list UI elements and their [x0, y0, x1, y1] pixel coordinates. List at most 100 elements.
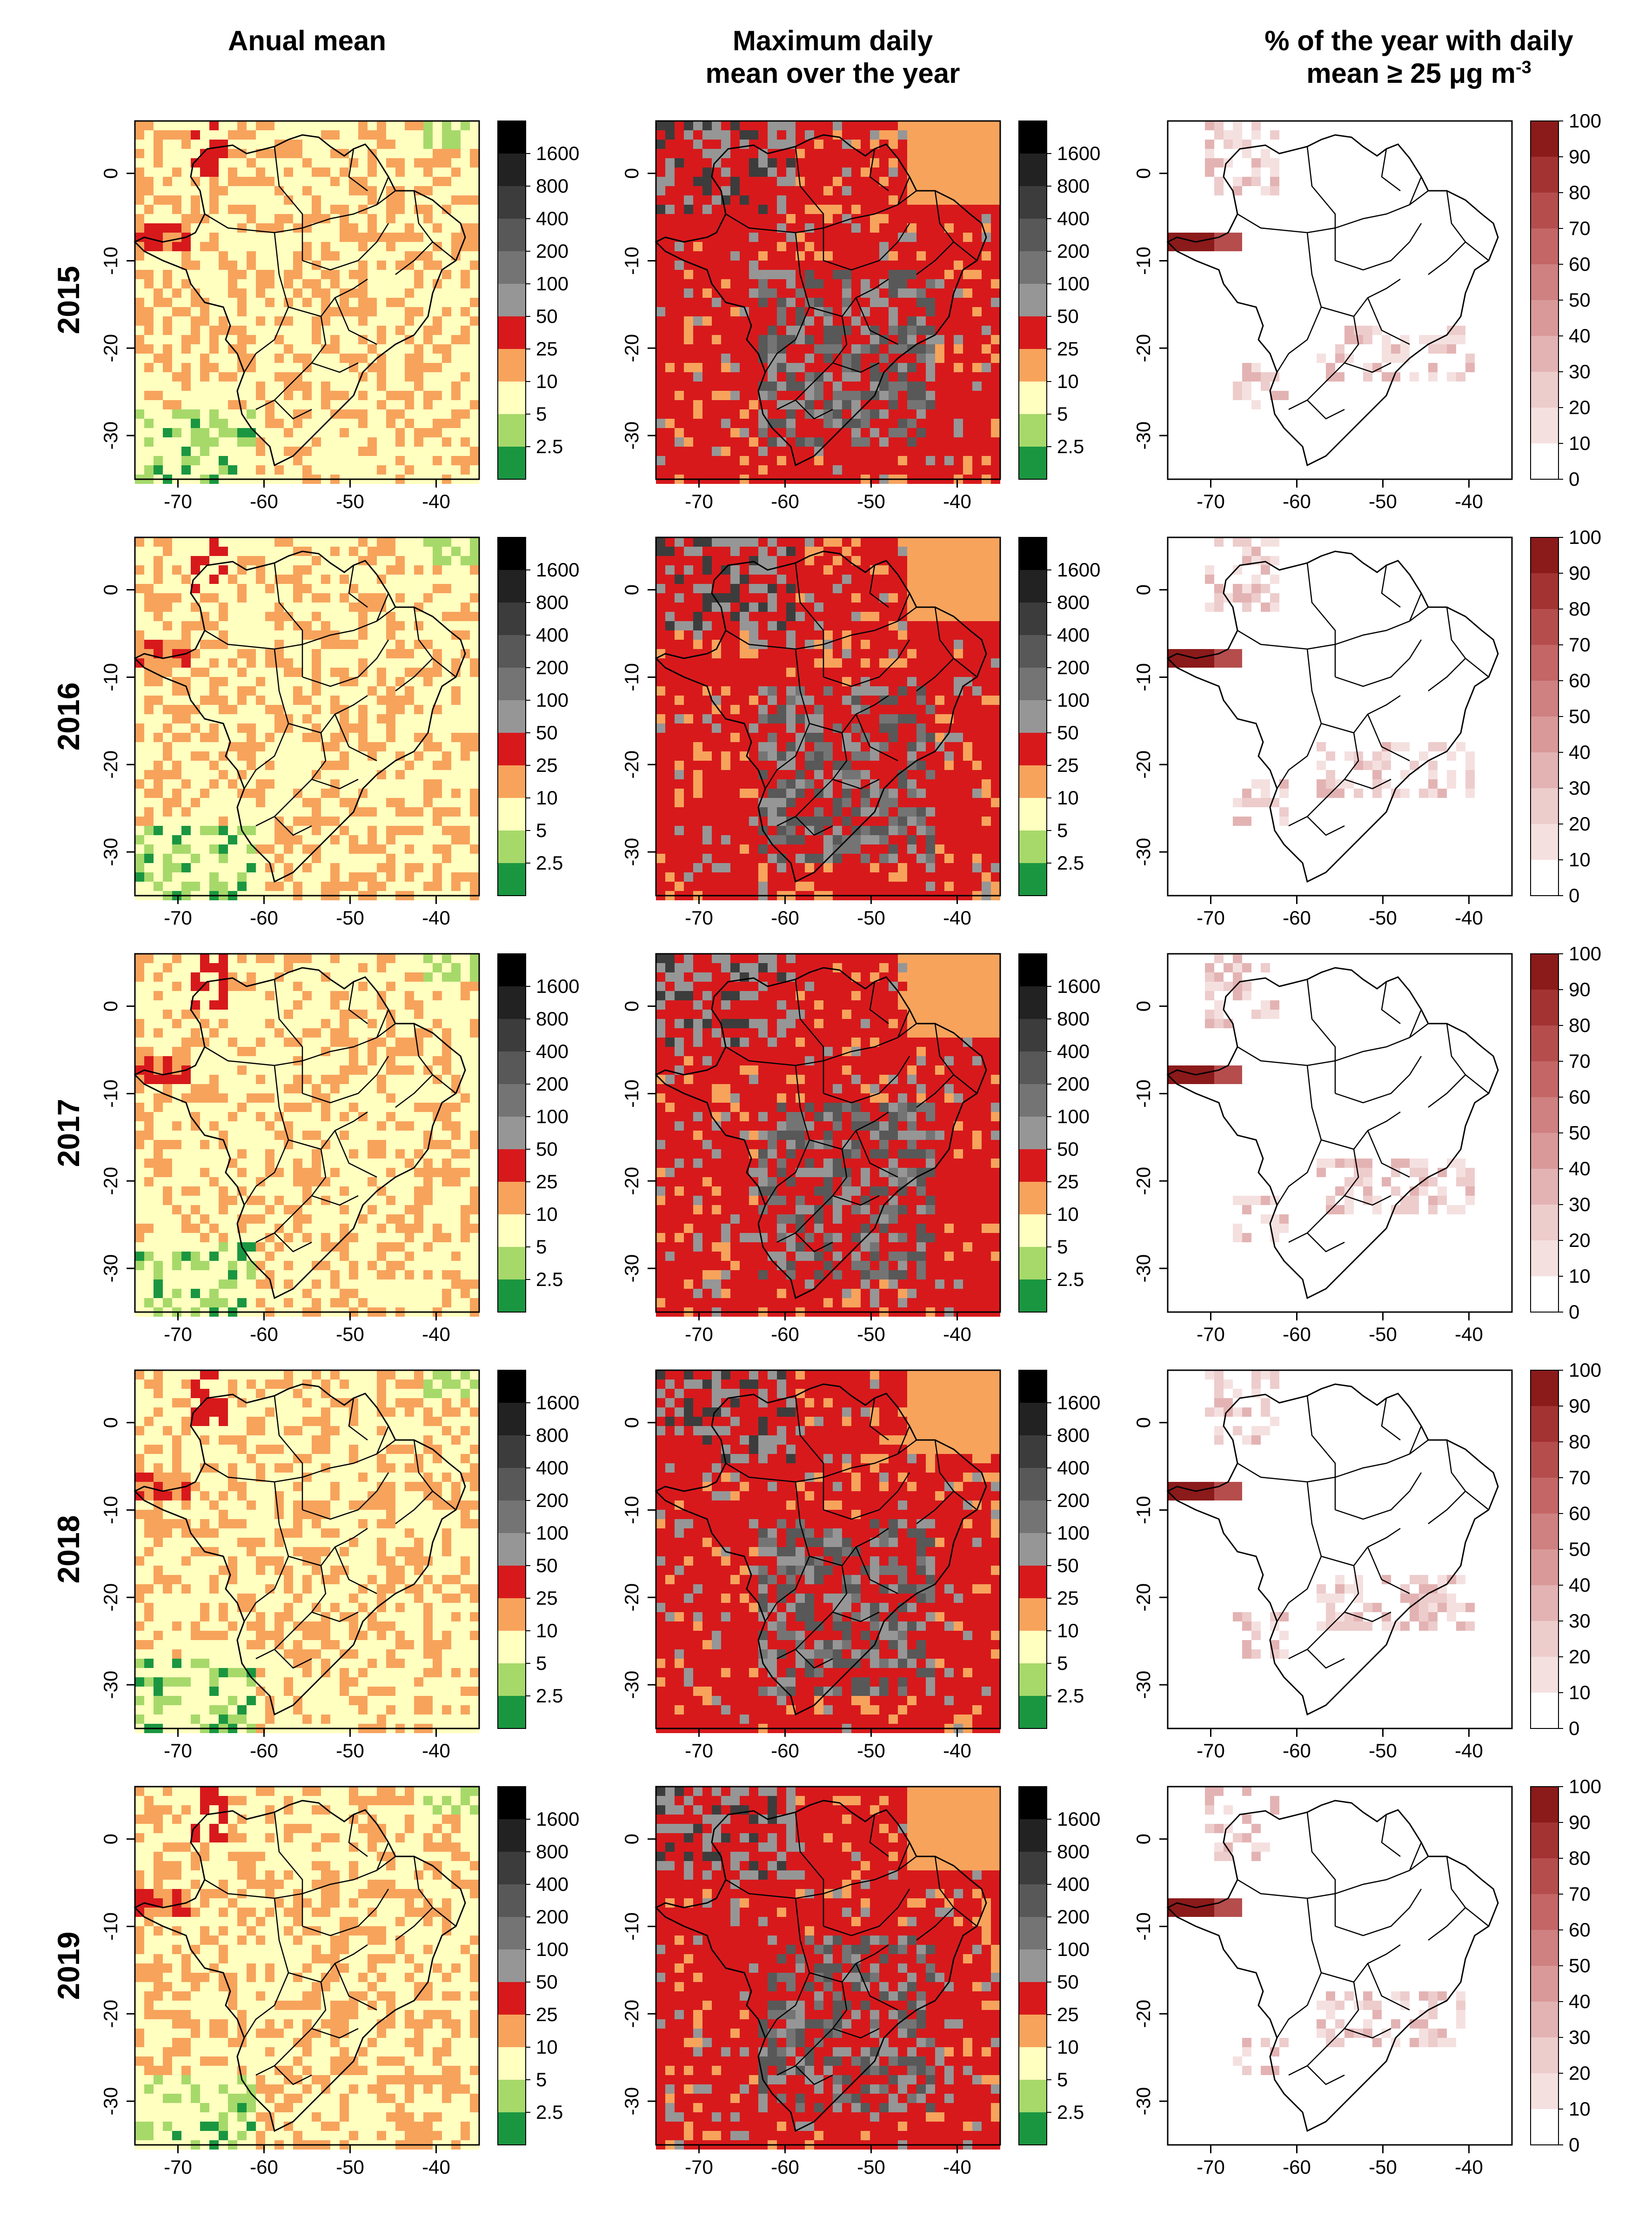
- legend-label: 50: [1569, 1955, 1591, 1976]
- legend-label: 2.5: [536, 1685, 563, 1707]
- legend-label: 90: [1569, 562, 1591, 584]
- legend-swatch: [498, 1598, 526, 1631]
- y-tick-label: -10: [100, 247, 121, 275]
- legend-swatch: [498, 219, 526, 252]
- map-panel-2017-col1: -70 -60 -50 -40 0 -10 -20 -30 1600 800 400 200 100 50…: [100, 953, 579, 1345]
- legend-swatch: [1019, 635, 1047, 668]
- legend-label: 60: [1569, 1919, 1591, 1941]
- legend-label: 800: [536, 1424, 569, 1446]
- legend-swatch: [1531, 1930, 1558, 1966]
- legend-swatch: [1019, 954, 1047, 987]
- legend-label: 70: [1569, 634, 1591, 656]
- legend-swatch: [1019, 1500, 1047, 1534]
- legend-swatch: [1531, 228, 1558, 265]
- legend-frame: [1018, 953, 1047, 1313]
- legend-label: 100: [1057, 689, 1090, 711]
- plot-frame: [655, 120, 1001, 480]
- legend-label: 2.5: [536, 435, 563, 457]
- legend-label: 10: [1569, 849, 1591, 871]
- legend-swatch: [1531, 1442, 1558, 1478]
- map-panel-2019-col2: -70 -60 -50 -40 0 -10 -20 -30 1600 800 400 200 100 50…: [621, 1786, 1100, 2178]
- legend-label: 70: [1569, 1883, 1591, 1905]
- row-2015: 2015-70 -60 -50 -400-10-20-3016008004002001…: [51, 110, 1601, 512]
- legend-label: 200: [536, 240, 569, 262]
- legend-label: 25: [536, 754, 558, 776]
- legend-label: 800: [1057, 1424, 1090, 1446]
- y-tick-label: -30: [621, 838, 642, 866]
- legend-label: 100: [536, 1938, 569, 1960]
- y-tick-label: -10: [100, 1079, 121, 1108]
- legend-label: 50: [536, 1138, 558, 1160]
- legend-swatch: [498, 1982, 526, 2015]
- legend-swatch: [498, 1819, 526, 1852]
- legend-swatch: [498, 1247, 526, 1280]
- legend-swatch: [498, 414, 526, 447]
- legend-label: 40: [1569, 1990, 1591, 2012]
- map-panel-2018-col2: -70 -60 -50 -40 0 -10 -20 -30 1600 800 400 200 100 50…: [621, 1369, 1100, 1762]
- legend-swatch: [1531, 1787, 1558, 1823]
- legend-swatch: [1531, 336, 1558, 372]
- y-tick-label: -20: [1132, 1167, 1154, 1195]
- legend-label: 5: [1057, 819, 1068, 841]
- legend-label: 90: [1569, 1811, 1591, 1833]
- map-panel-2016-col3: -70 -60 -50 -400-10-20-30100908070605040302…: [1132, 526, 1601, 929]
- x-tick-label: -70: [1197, 1323, 1225, 1345]
- map-field: [135, 537, 479, 900]
- legend-swatch: [1019, 121, 1047, 154]
- legend-swatch: [498, 1279, 526, 1313]
- legend-swatch: [1019, 2112, 1047, 2145]
- legend-label: 10: [1569, 432, 1591, 454]
- legend-swatch: [1019, 986, 1047, 1019]
- legend-swatch: [1019, 1182, 1047, 1215]
- y-tick-label: -10: [621, 1496, 642, 1524]
- y-tick-label: 0: [100, 1834, 121, 1844]
- legend-label: 200: [1057, 1489, 1090, 1511]
- legend-label: 50: [1569, 1538, 1591, 1560]
- legend-swatch: [498, 668, 526, 701]
- x-tick-label: -60: [1283, 1740, 1311, 1762]
- legend-label: 80: [1569, 1431, 1591, 1453]
- map-field: [1168, 954, 1475, 1242]
- legend-label: 70: [1569, 217, 1591, 239]
- legend-swatch: [1531, 1133, 1558, 1169]
- y-tick-label: -30: [1132, 2087, 1154, 2116]
- legend-label: 60: [1569, 1502, 1591, 1524]
- plot-frame: [1167, 120, 1513, 480]
- legend-swatch: [498, 1435, 526, 1468]
- legend-swatch: [1531, 1514, 1558, 1550]
- y-tick-label: -30: [100, 1254, 121, 1283]
- x-tick-label: -50: [1369, 1740, 1397, 1762]
- legend-label: 10: [1057, 2036, 1079, 2058]
- x-tick-label: -60: [1283, 2156, 1311, 2178]
- legend-swatch: [1531, 1061, 1558, 1098]
- legend-swatch: [1531, 443, 1558, 480]
- legend-swatch: [498, 1084, 526, 1117]
- legend-label: 800: [1057, 175, 1090, 197]
- legend-label: 70: [1569, 1050, 1591, 1072]
- y-tick-label: -10: [1132, 1912, 1154, 1941]
- legend-label: 5: [536, 1236, 547, 1258]
- legend-swatch: [1531, 300, 1558, 336]
- x-tick-label: -70: [164, 907, 192, 929]
- legend-label: 2.5: [536, 1268, 563, 1290]
- legend-label: 1600: [536, 975, 579, 997]
- map-panel-2016-col2: -70 -60 -50 -40 0 -10 -20 -30 1600 800 400 200 100 50…: [621, 536, 1100, 929]
- color-legend: 1600 800 400 200 100 50 25 10 5 2.5: [1018, 1370, 1100, 1729]
- legend-swatch: [498, 186, 526, 219]
- legend-label: 100: [1057, 1938, 1090, 1960]
- legend-label: 800: [536, 1841, 569, 1862]
- legend-label: 1600: [1057, 1392, 1100, 1413]
- y-tick-label: -30: [100, 1671, 121, 1699]
- y-tick-label: -10: [100, 1912, 121, 1941]
- legend-label: 40: [1569, 1158, 1591, 1179]
- legend-swatch: [498, 447, 526, 480]
- legend-swatch: [1019, 1019, 1047, 1052]
- legend-label: 100: [536, 689, 569, 711]
- y-tick-label: -20: [1132, 2000, 1154, 2028]
- legend-swatch: [1531, 1478, 1558, 1514]
- x-tick-label: -60: [771, 1740, 799, 1762]
- y-tick-label: -10: [1132, 247, 1154, 275]
- legend-label: 5: [1057, 1236, 1068, 1258]
- legend-label: 60: [1569, 670, 1591, 691]
- legend-label: 10: [1057, 787, 1079, 809]
